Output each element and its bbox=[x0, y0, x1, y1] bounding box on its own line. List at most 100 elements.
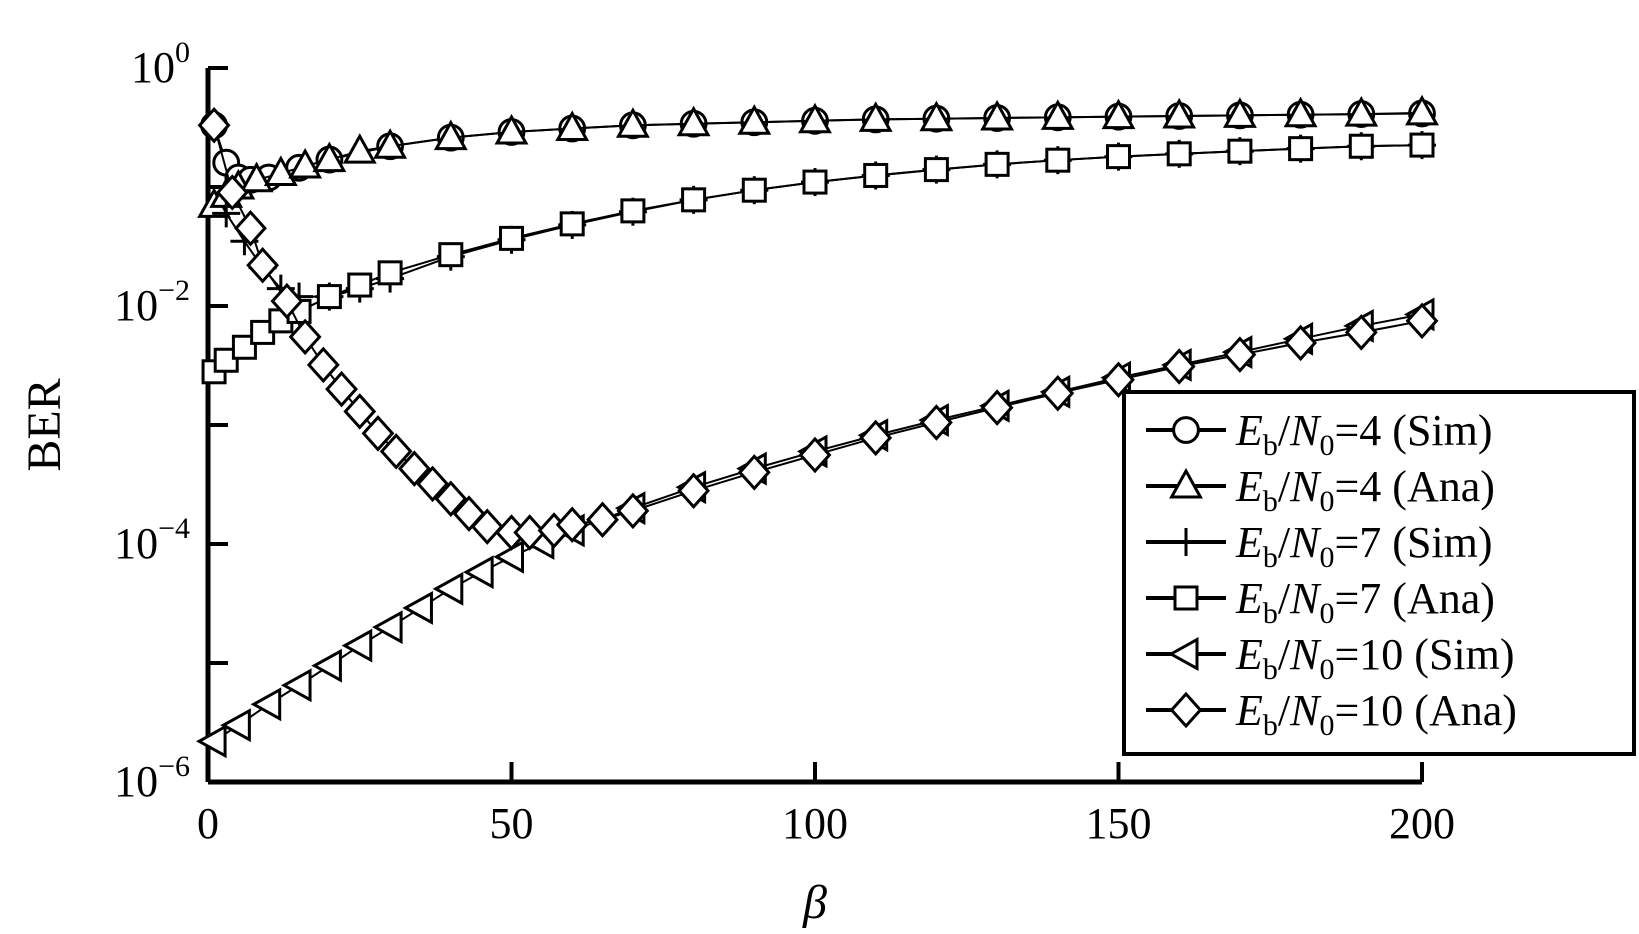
marker-diamond bbox=[215, 174, 249, 211]
legend-label: Eb/N0=10 (Sim) bbox=[1235, 630, 1515, 686]
marker-triangle-left bbox=[493, 539, 524, 574]
marker-triangle-left bbox=[220, 708, 251, 743]
y-tick-label: 10−2 bbox=[114, 274, 190, 330]
series-line bbox=[225, 144, 1423, 298]
marker-triangle-left bbox=[432, 571, 464, 606]
marker-diamond bbox=[270, 282, 304, 320]
marker-diamond bbox=[1162, 348, 1196, 385]
marker-triangle-up bbox=[1344, 95, 1379, 127]
axes: 0 50 100 150 200 100 10−2 10−4 10−6 bbox=[114, 36, 1455, 848]
marker-triangle-left bbox=[402, 591, 433, 625]
marker-triangle-up bbox=[239, 161, 274, 193]
marker-diamond bbox=[798, 436, 832, 474]
marker-square bbox=[923, 157, 949, 183]
marker-plus bbox=[212, 199, 241, 228]
marker-diamond bbox=[379, 433, 413, 470]
marker-triangle-up bbox=[1169, 467, 1203, 499]
marker-triangle-up bbox=[615, 107, 650, 138]
marker-triangle-up bbox=[1101, 98, 1136, 130]
marker-triangle-up bbox=[737, 104, 772, 135]
marker-square bbox=[1288, 136, 1314, 162]
marker-diamond bbox=[555, 506, 589, 544]
marker-square bbox=[213, 347, 239, 373]
marker-square bbox=[499, 225, 524, 251]
marker-square bbox=[559, 211, 585, 237]
marker-diamond bbox=[234, 210, 267, 247]
marker-triangle-up bbox=[494, 113, 529, 145]
x-tick-label: 100 bbox=[782, 799, 848, 848]
marker-square bbox=[1166, 141, 1192, 167]
series-diamond bbox=[197, 107, 1439, 551]
marker-diamond bbox=[980, 389, 1014, 426]
marker-triangle-up bbox=[312, 141, 347, 173]
marker-diamond bbox=[197, 107, 231, 144]
marker-triangle-up bbox=[919, 100, 954, 132]
x-tick-label: 150 bbox=[1086, 799, 1152, 848]
marker-square bbox=[438, 242, 464, 268]
marker-diamond bbox=[513, 514, 547, 551]
marker-triangle-left bbox=[311, 648, 342, 683]
x-tick-label: 50 bbox=[490, 799, 534, 848]
legend-label: Eb/N0=10 (Ana) bbox=[1235, 686, 1517, 742]
y-tick-label: 10−4 bbox=[114, 512, 190, 568]
marker-square bbox=[1045, 147, 1071, 173]
marker-circle bbox=[1172, 416, 1200, 444]
marker-square bbox=[316, 284, 342, 310]
legend-item: Eb/N0=10 (Ana) bbox=[1146, 686, 1517, 742]
marker-triangle-up bbox=[676, 105, 711, 137]
marker-diamond bbox=[397, 450, 431, 487]
marker-diamond bbox=[1102, 361, 1135, 398]
marker-diamond bbox=[616, 492, 650, 530]
marker-diamond bbox=[1344, 314, 1378, 351]
legend-item: Eb/N0=7 (Sim) bbox=[1146, 518, 1493, 574]
marker-triangle-left bbox=[372, 610, 403, 645]
marker-diamond bbox=[416, 465, 450, 503]
marker-square bbox=[231, 334, 257, 360]
legend-label: Eb/N0=7 (Ana) bbox=[1235, 574, 1495, 630]
marker-triangle-up bbox=[1283, 96, 1318, 128]
marker-triangle-up bbox=[1405, 94, 1439, 126]
marker-triangle-left bbox=[250, 687, 282, 722]
marker-diamond bbox=[1169, 691, 1203, 729]
marker-triangle-up bbox=[433, 119, 468, 151]
marker-triangle-up bbox=[555, 110, 590, 142]
legend: Eb/N0=4 (Sim)Eb/N0=4 (Ana)Eb/N0=7 (Sim)E… bbox=[1122, 390, 1636, 756]
marker-square bbox=[1348, 133, 1374, 159]
marker-triangle-left bbox=[463, 555, 494, 590]
marker-square bbox=[347, 272, 373, 298]
marker-square bbox=[984, 151, 1010, 177]
marker-diamond bbox=[343, 393, 377, 430]
marker-diamond bbox=[288, 318, 322, 356]
marker-diamond bbox=[1284, 324, 1318, 362]
marker-diamond bbox=[361, 415, 395, 452]
series-layer bbox=[195, 94, 1439, 759]
marker-diamond bbox=[1405, 302, 1439, 340]
marker-diamond bbox=[306, 346, 340, 384]
marker-diamond bbox=[1041, 374, 1075, 412]
marker-triangle-up bbox=[263, 155, 298, 186]
x-tick-label: 200 bbox=[1389, 799, 1455, 848]
legend-label: Eb/N0=4 (Ana) bbox=[1235, 462, 1495, 518]
marker-diamond bbox=[859, 419, 893, 457]
marker-square bbox=[1106, 144, 1131, 170]
marker-triangle-up bbox=[798, 102, 832, 134]
legend-item: Eb/N0=4 (Ana) bbox=[1146, 462, 1495, 518]
marker-triangle-up bbox=[1162, 97, 1197, 129]
x-tick-label: 0 bbox=[197, 799, 219, 848]
y-tick-label: 10−6 bbox=[114, 750, 190, 806]
marker-diamond bbox=[677, 472, 711, 510]
marker-square bbox=[681, 187, 707, 213]
marker-triangle-up bbox=[858, 101, 893, 132]
x-axis-label: β bbox=[802, 876, 827, 929]
marker-square bbox=[1227, 138, 1253, 164]
series-triangle-up bbox=[197, 94, 1439, 218]
marker-triangle-up bbox=[342, 133, 377, 164]
marker-square bbox=[802, 169, 828, 195]
marker-diamond bbox=[434, 480, 468, 517]
legend-label: Eb/N0=7 (Sim) bbox=[1235, 518, 1493, 574]
marker-triangle-left bbox=[1167, 637, 1199, 671]
marker-plus bbox=[1172, 528, 1200, 556]
legend-box bbox=[1122, 390, 1636, 756]
marker-diamond bbox=[246, 247, 280, 284]
marker-square bbox=[741, 177, 767, 203]
